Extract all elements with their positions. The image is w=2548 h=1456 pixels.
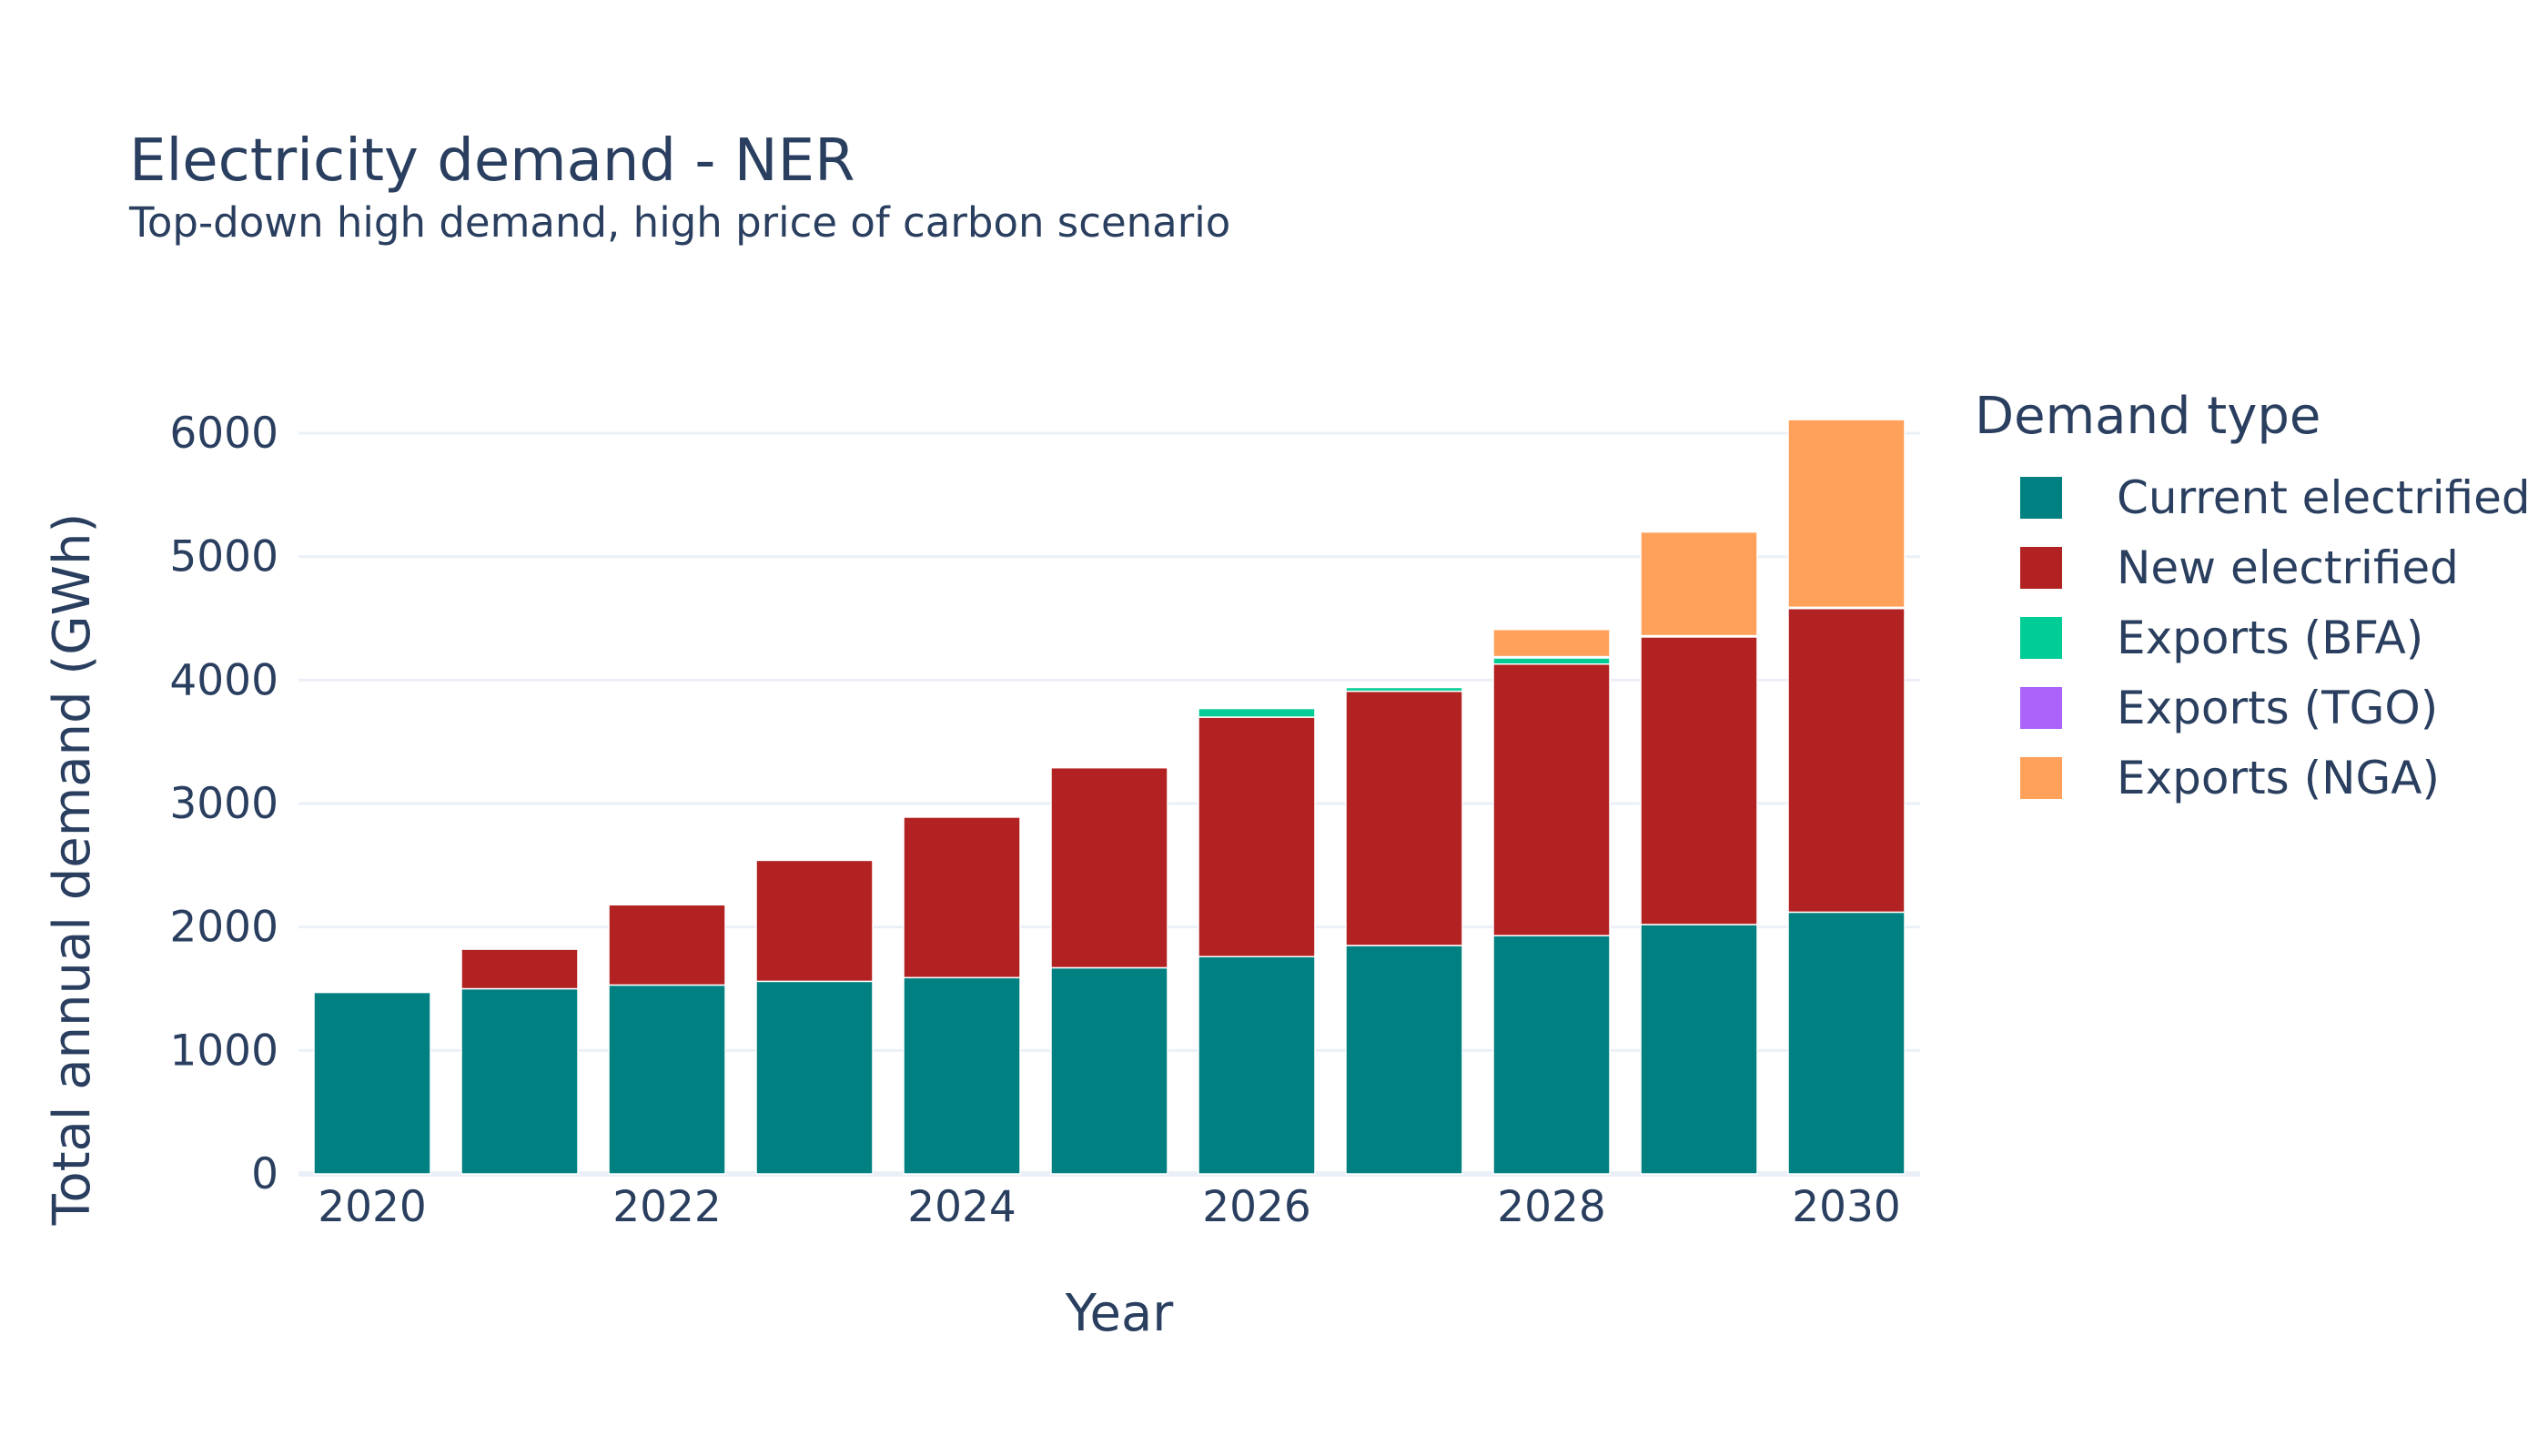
bar-segment[interactable]	[1198, 956, 1316, 1175]
bar-segment[interactable]	[1640, 531, 1758, 637]
bar-segment[interactable]	[1492, 662, 1611, 936]
bar-segment[interactable]	[1345, 690, 1463, 946]
y-tick-label: 5000	[169, 532, 278, 582]
bars	[313, 419, 1906, 1175]
chart-subtitle: Top-down high demand, high price of carb…	[129, 198, 1231, 247]
bar-segment[interactable]	[1050, 766, 1168, 969]
legend-swatch	[2020, 756, 2062, 799]
legend-item[interactable]: Exports (NGA)	[1975, 743, 2531, 813]
legend-label: Exports (NGA)	[2117, 751, 2440, 804]
legend-item[interactable]: Exports (TGO)	[1975, 672, 2531, 743]
y-tick-label: 0	[251, 1149, 278, 1199]
y-tick-label: 6000	[169, 409, 278, 459]
chart-title: Electricity demand - NER	[129, 127, 855, 195]
y-tick-label: 4000	[169, 655, 278, 705]
legend-swatch	[2020, 616, 2062, 659]
y-tick-label: 2000	[169, 903, 278, 953]
bar-segment[interactable]	[313, 991, 431, 1175]
x-tick-label: 2022	[612, 1182, 722, 1232]
bar-segment[interactable]	[755, 980, 874, 1175]
x-tick-label: 2024	[907, 1182, 1016, 1232]
bar-segment[interactable]	[1640, 636, 1758, 925]
legend-swatch	[2020, 476, 2062, 519]
bar-segment[interactable]	[1050, 966, 1168, 1175]
bar-segment[interactable]	[755, 859, 874, 983]
bar-segment[interactable]	[1492, 628, 1611, 658]
x-tick-label: 2020	[318, 1182, 427, 1232]
bar-segment[interactable]	[460, 987, 579, 1175]
bar-segment[interactable]	[903, 976, 1021, 1175]
legend-item[interactable]: Current electrified	[1975, 462, 2531, 532]
y-tick-label: 1000	[169, 1026, 278, 1076]
y-tick-label: 3000	[169, 779, 278, 829]
bar-segment[interactable]	[1345, 686, 1463, 693]
bar-segment[interactable]	[1787, 911, 1906, 1175]
bar-segment[interactable]	[1198, 707, 1316, 718]
bar-segment[interactable]	[1640, 924, 1758, 1175]
bar-segment[interactable]	[608, 904, 726, 986]
legend-label: New electrified	[2117, 541, 2459, 594]
legend-label: Current electrified	[2117, 470, 2531, 524]
bar-segment[interactable]	[1787, 607, 1906, 914]
y-axis-ticks: 0 1000 2000 3000 4000 5000 6000	[169, 409, 278, 1199]
x-axis-ticks: 2020 2022 2024 2026 2028 2030	[318, 1182, 1901, 1232]
bar-segment[interactable]	[1492, 657, 1611, 665]
legend-swatch	[2020, 686, 2062, 729]
x-axis-label: Year	[1065, 1284, 1175, 1343]
y-axis-label: Total annual demand (GWh)	[43, 513, 102, 1227]
x-tick-label: 2026	[1202, 1182, 1311, 1232]
bar-segment[interactable]	[1345, 945, 1463, 1175]
legend-title: Demand type	[1975, 387, 2321, 446]
legend-label: Exports (TGO)	[2117, 681, 2439, 734]
bar-segment[interactable]	[1492, 935, 1611, 1175]
legend: Demand type Current electrified New elec…	[1975, 387, 2531, 813]
bar-segment[interactable]	[608, 984, 726, 1175]
legend-item[interactable]: Exports (BFA)	[1975, 602, 2531, 672]
bar-segment[interactable]	[460, 948, 579, 990]
legend-swatch	[2020, 546, 2062, 589]
x-tick-label: 2028	[1497, 1182, 1606, 1232]
legend-label: Exports (BFA)	[2117, 611, 2424, 664]
bar-segment[interactable]	[903, 816, 1021, 979]
legend-item[interactable]: New electrified	[1975, 532, 2531, 602]
bar-segment[interactable]	[1198, 716, 1316, 957]
bar-segment[interactable]	[1787, 419, 1906, 609]
x-tick-label: 2030	[1792, 1182, 1901, 1232]
